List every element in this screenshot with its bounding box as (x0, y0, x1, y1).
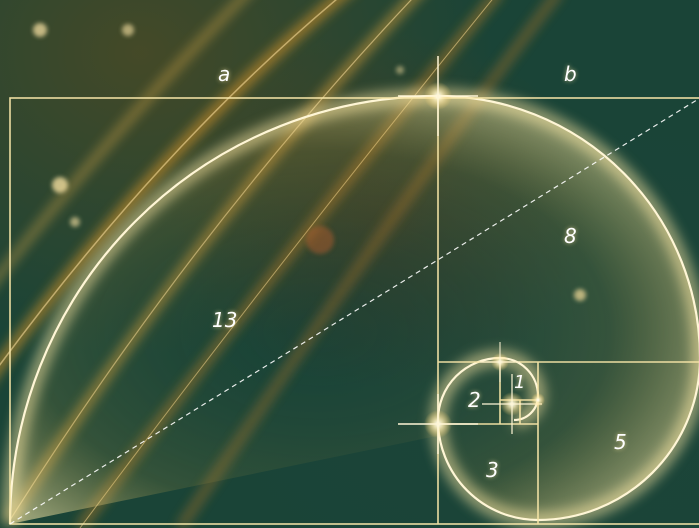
label-8: 8 (564, 224, 577, 248)
starburst-upper-small (480, 342, 520, 382)
label-1: 1 (514, 372, 526, 393)
starburst-top (398, 56, 478, 136)
starburst-right-small (531, 393, 545, 407)
label-b: b (564, 62, 577, 86)
label-3: 3 (486, 458, 499, 482)
starburst-center (482, 374, 542, 434)
diagonal-dashed-line (9, 97, 699, 525)
starburst-left (398, 394, 478, 454)
label-a: a (218, 62, 231, 86)
label-5: 5 (614, 430, 627, 454)
label-13: 13 (212, 308, 238, 332)
label-2: 2 (468, 388, 481, 412)
